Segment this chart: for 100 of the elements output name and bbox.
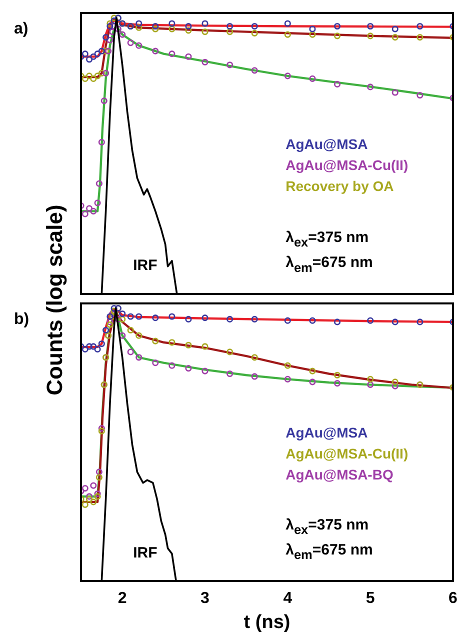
point	[90, 75, 97, 82]
point	[251, 67, 258, 74]
point	[114, 26, 122, 32]
point	[284, 31, 291, 38]
point	[119, 31, 126, 38]
point	[86, 496, 93, 502]
point	[152, 26, 159, 32]
point	[251, 22, 258, 30]
point	[106, 318, 114, 326]
point	[168, 313, 176, 320]
point	[152, 360, 159, 366]
point	[367, 381, 374, 388]
point	[94, 50, 101, 58]
point	[102, 70, 110, 76]
point	[119, 332, 126, 339]
point	[82, 346, 88, 353]
point	[185, 365, 192, 372]
point	[309, 75, 316, 82]
point	[82, 75, 88, 82]
point	[90, 343, 97, 350]
point	[168, 362, 176, 369]
point	[152, 48, 159, 54]
point	[82, 50, 88, 58]
point	[98, 48, 105, 54]
point	[367, 84, 374, 90]
point	[392, 318, 398, 326]
point	[86, 56, 93, 63]
point	[86, 205, 93, 212]
point	[202, 58, 208, 66]
point	[284, 376, 291, 383]
point	[284, 20, 291, 27]
point	[114, 316, 122, 323]
point	[98, 138, 105, 146]
chart-title: b)	[14, 310, 30, 328]
point	[202, 314, 208, 322]
text: AgAu@MSA	[286, 424, 368, 441]
point	[202, 20, 208, 27]
point	[284, 362, 291, 369]
chart-title: a)	[14, 20, 28, 38]
point	[104, 48, 112, 54]
point	[202, 368, 208, 374]
point	[334, 32, 341, 40]
point	[226, 28, 234, 36]
point	[98, 340, 105, 348]
point	[90, 208, 97, 214]
point	[185, 316, 192, 323]
point	[82, 484, 88, 492]
point	[102, 34, 110, 41]
point	[202, 343, 208, 350]
point	[168, 20, 176, 27]
point	[309, 317, 316, 324]
point	[416, 92, 424, 99]
point	[136, 332, 142, 339]
point	[86, 343, 93, 350]
annotation: IRF	[133, 257, 158, 274]
point	[109, 28, 116, 36]
point	[98, 70, 105, 76]
point	[86, 72, 93, 80]
point	[86, 493, 93, 500]
point	[94, 493, 101, 500]
point	[136, 24, 142, 31]
point	[334, 380, 341, 387]
point	[185, 342, 192, 348]
point	[127, 313, 134, 320]
point	[109, 313, 116, 320]
text: AgAu@MSA-Cu(II)	[286, 157, 408, 174]
point	[136, 42, 142, 49]
point	[96, 474, 102, 481]
point	[367, 376, 374, 383]
point	[94, 200, 101, 206]
point	[90, 482, 97, 489]
point	[251, 354, 258, 361]
point	[334, 80, 341, 88]
point	[152, 314, 159, 322]
point	[100, 97, 108, 104]
point	[226, 370, 234, 378]
point	[96, 180, 102, 187]
point	[119, 316, 126, 323]
point	[185, 53, 192, 60]
point	[102, 326, 110, 334]
text: AgAu@MSA	[286, 136, 368, 152]
point	[367, 317, 374, 324]
point	[106, 313, 114, 320]
point	[392, 26, 398, 32]
point	[334, 22, 341, 30]
x-tick-label: 4	[283, 590, 292, 608]
point	[334, 372, 341, 378]
point	[96, 468, 102, 476]
text: AgAu@MSA-BQ	[286, 466, 394, 482]
point	[226, 316, 234, 323]
point	[309, 378, 316, 386]
point	[416, 34, 424, 41]
point	[94, 346, 101, 353]
point	[94, 72, 101, 80]
point	[392, 378, 398, 386]
point	[127, 348, 134, 356]
point	[202, 28, 208, 36]
point	[82, 210, 88, 218]
point	[152, 338, 159, 344]
point	[106, 22, 114, 30]
